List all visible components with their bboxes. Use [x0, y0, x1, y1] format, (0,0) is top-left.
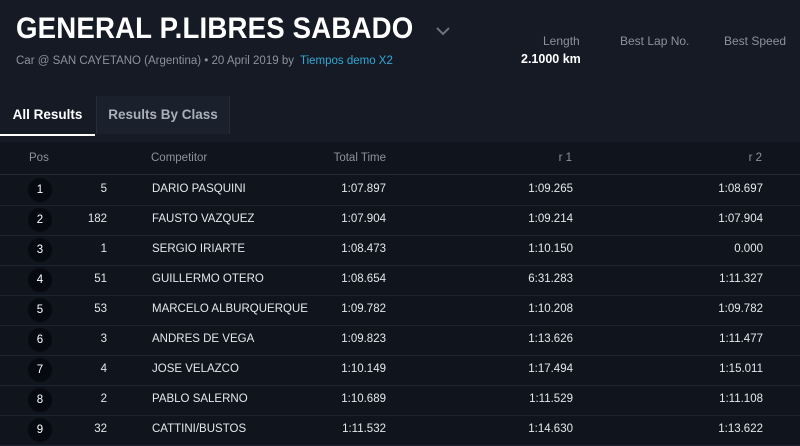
table-row[interactable]: 6 3 ANDRES DE VEGA 1:09.823 1:13.626 1:11.477 — [0, 325, 800, 356]
lap-r1: 1:13.626 — [528, 333, 573, 345]
lap-r2: 1:11.327 — [719, 273, 763, 285]
title-row: GENERAL P.LIBRES SABADO — [16, 12, 452, 46]
total-time: 1:08.473 — [341, 243, 386, 255]
lap-r2: 1:07.904 — [718, 213, 763, 225]
competitor-name: GUILLERMO OTERO — [152, 273, 264, 285]
competitor-name: CATTINI/BUSTOS — [152, 423, 247, 435]
lap-r2: 1:15.011 — [719, 363, 763, 375]
total-time: 1:09.823 — [341, 333, 386, 345]
position-badge: 3 — [28, 238, 52, 262]
table-row[interactable]: 5 53 MARCELO ALBURQUERQUE 1:09.782 1:10.208 1… — [0, 295, 800, 326]
total-time: 1:11.532 — [342, 423, 386, 435]
lap-r2: 1:11.108 — [719, 393, 763, 405]
car-number: 51 — [94, 273, 107, 285]
total-time: 1:07.897 — [341, 183, 386, 195]
competitor-name: JOSE VELAZCO — [152, 363, 239, 375]
lap-r1: 1:17.494 — [528, 363, 573, 375]
header-pos[interactable]: Pos — [29, 152, 49, 164]
car-number: 5 — [100, 183, 107, 195]
event-title: GENERAL P.LIBRES SABADO — [16, 12, 414, 45]
length-value: 2.1000 km — [521, 52, 581, 66]
position-badge: 8 — [28, 388, 52, 412]
car-number: 4 — [100, 363, 107, 375]
lap-r1: 1:10.150 — [528, 243, 573, 255]
car-number: 3 — [100, 333, 107, 345]
header-total-time[interactable]: Total Time — [333, 152, 386, 164]
total-time: 1:10.149 — [341, 363, 386, 375]
results-table: Pos Competitor Total Time r 1 r 2 1 5 DARI… — [0, 142, 800, 446]
table-row[interactable]: 7 4 JOSE VELAZCO 1:10.149 1:17.494 1:15.011 — [0, 355, 800, 386]
total-time: 1:09.782 — [341, 303, 386, 315]
lap-r2: 1:11.477 — [719, 333, 763, 345]
position-badge: 4 — [28, 268, 52, 292]
chevron-down-icon[interactable] — [434, 24, 452, 38]
table-row[interactable]: 4 51 GUILLERMO OTERO 1:08.654 6:31.283 1:11.3… — [0, 265, 800, 296]
position-badge: 6 — [28, 328, 52, 352]
total-time: 1:10.689 — [341, 393, 386, 405]
total-time: 1:07.904 — [341, 213, 386, 225]
competitor-name: ANDRES DE VEGA — [152, 333, 255, 345]
position-badge: 2 — [28, 208, 52, 232]
best-lap-label: Best Lap No. — [620, 34, 690, 48]
lap-r1: 1:09.265 — [528, 183, 573, 195]
lap-r1: 1:09.214 — [528, 213, 573, 225]
results-tabs: All Results Results By Class — [0, 96, 800, 136]
car-number: 53 — [94, 303, 107, 315]
position-badge: 7 — [28, 358, 52, 382]
lap-r2: 1:09.782 — [718, 303, 763, 315]
lap-r1: 1:14.630 — [528, 423, 573, 435]
lap-r1: 6:31.283 — [528, 273, 573, 285]
organizer-link[interactable]: Tiempos demo X2 — [299, 55, 393, 67]
table-row[interactable]: 1 5 DARIO PASQUINI 1:07.897 1:09.265 1:08.697 — [0, 175, 800, 206]
total-time: 1:08.654 — [341, 273, 386, 285]
position-badge: 9 — [28, 418, 52, 442]
table-row[interactable]: 9 32 CATTINI/BUSTOS 1:11.532 1:14.630 1:13.62… — [0, 415, 800, 446]
table-row[interactable]: 3 1 SERGIO IRIARTE 1:08.473 1:10.150 0.000 — [0, 235, 800, 266]
table-row[interactable]: 8 2 PABLO SALERNO 1:10.689 1:11.529 1:11.108 — [0, 385, 800, 416]
competitor-name: DARIO PASQUINI — [152, 183, 246, 195]
car-number: 1 — [100, 243, 107, 255]
length-label: Length — [543, 34, 580, 48]
header-r2[interactable]: r 2 — [748, 152, 762, 164]
lap-r1: 1:10.208 — [528, 303, 573, 315]
competitor-name: FAUSTO VAZQUEZ — [152, 213, 255, 225]
event-subtitle: Car @ SAN CAYETANO (Argentina) • 20 Apri… — [16, 55, 393, 67]
position-badge: 1 — [28, 178, 52, 202]
lap-r2: 1:08.697 — [718, 183, 763, 195]
competitor-name: SERGIO IRIARTE — [152, 243, 246, 255]
position-badge: 5 — [28, 298, 52, 322]
lap-r1: 1:11.529 — [529, 393, 573, 405]
best-speed-label: Best Speed — [724, 34, 787, 48]
table-header: Pos Competitor Total Time r 1 r 2 — [0, 142, 800, 175]
competitor-name: MARCELO ALBURQUERQUE — [152, 303, 308, 315]
car-number: 182 — [87, 213, 107, 225]
lap-r2: 0.000 — [734, 243, 763, 255]
header-competitor[interactable]: Competitor — [151, 152, 208, 164]
car-number: 32 — [94, 423, 107, 435]
table-row[interactable]: 2 182 FAUSTO VAZQUEZ 1:07.904 1:09.214 1:07.9… — [0, 205, 800, 236]
event-info: Car @ SAN CAYETANO (Argentina) • 20 Apri… — [16, 55, 294, 67]
competitor-name: PABLO SALERNO — [152, 393, 248, 405]
tab-results-by-class[interactable]: Results By Class — [96, 96, 230, 134]
car-number: 2 — [100, 393, 107, 405]
event-header: GENERAL P.LIBRES SABADO Car @ SAN CAYETA… — [0, 0, 800, 88]
lap-r2: 1:13.622 — [718, 423, 763, 435]
header-r1[interactable]: r 1 — [558, 152, 572, 164]
tab-all-results[interactable]: All Results — [0, 96, 95, 136]
